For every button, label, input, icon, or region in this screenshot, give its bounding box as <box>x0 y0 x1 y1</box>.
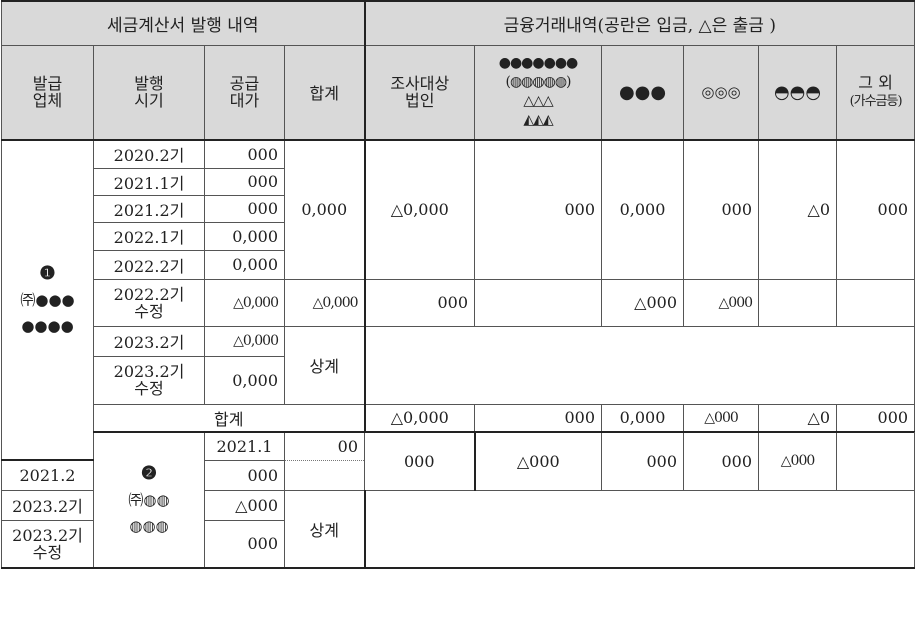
firm2-group-total: 000 <box>364 431 476 491</box>
header-col5-line2: (◍◍◍◍◍) <box>505 74 572 91</box>
firm2-offset2-supply: 000 <box>204 519 285 569</box>
firm1-period: 2022.2기 <box>93 249 205 280</box>
header-period: 발행 시기 <box>93 44 205 141</box>
firm1-rev-fin-corp: 000 <box>364 278 476 327</box>
firm2-offset-supply: △000 <box>204 489 285 521</box>
firm1-group-total: 0,000 <box>283 139 366 280</box>
firm1-rev-period-line2: 수정 <box>134 301 164 321</box>
firm2-fin-col5: 000 <box>601 431 685 491</box>
firm1-period: 2020.2기 <box>93 139 205 169</box>
firm1-sum-corp: △0,000 <box>364 403 476 433</box>
firm1-sum-col8: △0 <box>758 403 838 433</box>
firm1-offset2-period-line2: 수정 <box>134 379 164 398</box>
firm1-offset-empty <box>364 325 915 405</box>
firm1-fin-col5: 000 <box>474 139 603 280</box>
firm1-fin-corp: △0,000 <box>364 139 476 280</box>
firm2-name-line1: ㈜◍◍ <box>128 491 170 509</box>
firm1-rev-supply: △0,000 <box>204 278 285 327</box>
firm2-fin-col7: △000 <box>758 431 838 491</box>
header-total: 합계 <box>283 44 366 141</box>
header-corp-line1: 조사대상 <box>390 74 450 94</box>
firm2-period: 2021.1 <box>204 431 285 461</box>
tax-invoice-table: 세금계산서 발행 내역 금융거래내역(공란은 입금, △은 출금 ) 발급 업체… <box>0 0 915 569</box>
firm2-period: 2021.2 <box>1 459 94 491</box>
firm1-name-line1: ㈜●●● <box>20 291 75 309</box>
firm1-offset2-period-line1: 2023.2기 <box>113 362 185 381</box>
header-supply-line1: 공급 <box>229 74 260 94</box>
firm2-offset-period: 2023.2기 <box>1 489 94 521</box>
firm1-number: ❶ <box>39 263 56 284</box>
header-firm-line2: 업체 <box>32 91 63 111</box>
firm1-period: 2022.1기 <box>93 221 205 251</box>
firm1-rev-fin-col5 <box>474 278 603 327</box>
firm1-sum-col9: 000 <box>836 403 915 433</box>
header-supply: 공급 대가 <box>204 44 285 141</box>
header-invoice-group: 세금계산서 발행 내역 <box>0 0 366 46</box>
firm2-number: ❷ <box>140 463 158 484</box>
firm1-supply: 0,000 <box>204 221 285 251</box>
firm1-rev-fin-col7: △000 <box>683 278 760 327</box>
firm1-rev-fin-col9 <box>836 278 915 327</box>
firm1-rev-period-line1: 2022.2기 <box>113 284 185 304</box>
firm2-supply: 00 <box>283 431 366 461</box>
header-corp-line2: 법인 <box>405 91 435 111</box>
firm2-name-line2: ◍◍◍ <box>129 517 169 535</box>
firm2-fin-corp: △000 <box>474 431 603 491</box>
firm2-offset2-period-line1: 2023.2기 <box>12 525 83 545</box>
firm1-sum-label: 합계 <box>92 403 366 433</box>
firm1-offset2-supply: 0,000 <box>204 355 285 405</box>
firm2-cell: ❷ ㈜◍◍ ◍◍◍ <box>93 431 205 569</box>
firm1-supply: 000 <box>204 167 285 196</box>
firm1-offset-supply: △0,000 <box>204 325 285 357</box>
header-col9-line1: 그 외 <box>858 73 893 93</box>
header-period-line2: 시기 <box>134 91 164 111</box>
firm1-fin-col6: 0,000 <box>601 139 685 280</box>
firm2-offset-empty <box>364 489 915 569</box>
firm1-sum-col7: △000 <box>683 403 760 433</box>
header-col5-line4: ◭◭◭ <box>523 112 553 129</box>
firm1-fin-col8: △0 <box>758 139 838 280</box>
header-supply-line2: 대가 <box>229 91 260 111</box>
header-col5-line3: △△△ <box>523 93 553 110</box>
firm1-offset-period: 2023.2기 <box>93 325 205 357</box>
header-col9-line2: (가수금등) <box>849 94 903 110</box>
firm2-offset-label: 상계 <box>283 489 366 569</box>
firm1-cell: ❶ ㈜●●● ●●●● <box>1 139 94 461</box>
header-col5-line1: ●●●●●●● <box>498 55 579 72</box>
header-firm-line1: 발급 <box>32 74 63 94</box>
header-corp: 조사대상 법인 <box>364 44 476 141</box>
firm1-fin-col9: 000 <box>836 139 915 280</box>
firm1-rev-period: 2022.2기 수정 <box>93 278 205 327</box>
firm2-offset2-period-line2: 수정 <box>32 542 63 562</box>
header-col6: ●●● <box>601 44 685 141</box>
firm1-period: 2021.2기 <box>93 194 205 223</box>
firm2-supply: 000 <box>204 459 285 491</box>
firm2-fin-col8 <box>836 431 915 491</box>
header-period-line1: 발행 <box>134 74 164 94</box>
firm1-offset-label: 상계 <box>283 325 366 405</box>
firm1-rev-fin-col6: △000 <box>601 278 685 327</box>
header-firm: 발급 업체 <box>1 44 94 141</box>
firm1-sum-col5: 000 <box>474 403 603 433</box>
firm2-offset2-period: 2023.2기 수정 <box>1 519 94 569</box>
header-col7: ◎◎◎ <box>683 44 760 141</box>
firm1-supply: 0,000 <box>204 249 285 280</box>
firm1-name-line2: ●●●● <box>21 317 74 335</box>
firm2-fin-col6: 000 <box>683 431 760 491</box>
firm1-supply: 000 <box>204 194 285 223</box>
header-col9: 그 외 (가수금등) <box>836 44 915 141</box>
firm1-offset2-period: 2023.2기 수정 <box>93 355 205 405</box>
firm1-supply: 000 <box>204 139 285 169</box>
header-col8: ◓◓◓ <box>758 44 838 141</box>
header-col5: ●●●●●●● (◍◍◍◍◍) △△△ ◭◭◭ <box>474 44 603 141</box>
firm1-sum-col6: 0,000 <box>601 403 685 433</box>
firm1-rev-fin-col8 <box>758 278 838 327</box>
firm1-period: 2021.1기 <box>93 167 205 196</box>
firm1-fin-col7: 000 <box>683 139 760 280</box>
firm1-rev-total: △0,000 <box>283 278 366 327</box>
header-finance-group: 금융거래내역(공란은 입금, △은 출금 ) <box>364 0 915 46</box>
